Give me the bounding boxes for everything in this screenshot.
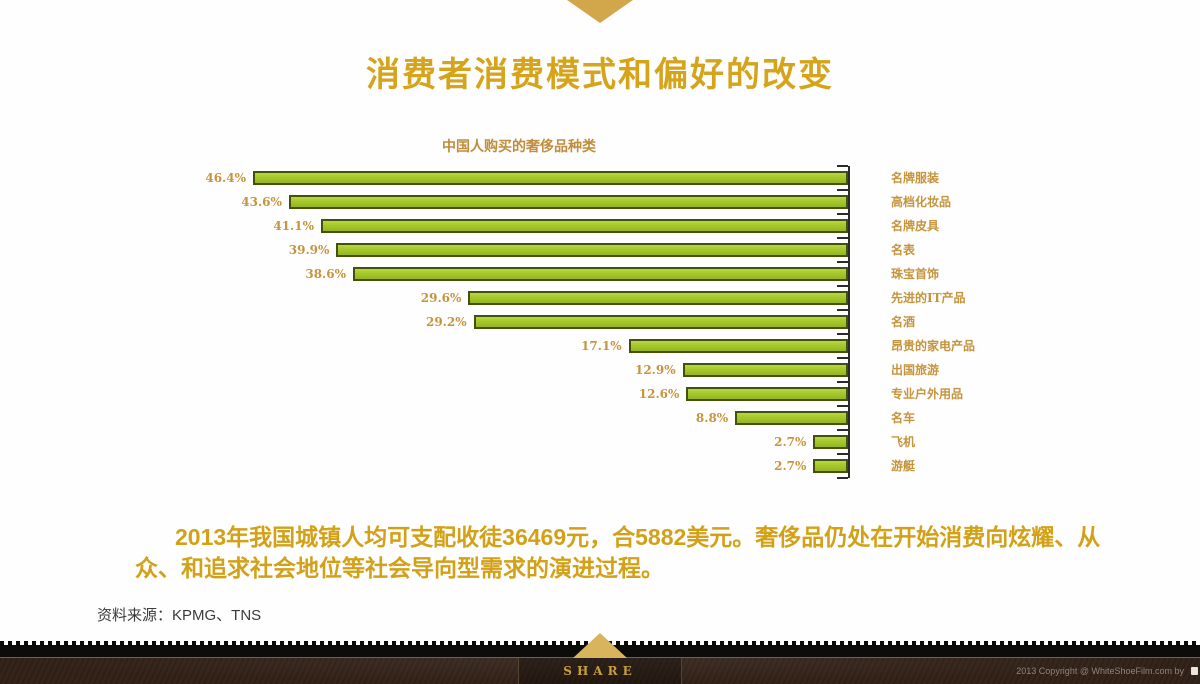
category-label: 飞机 — [891, 435, 916, 449]
bar — [288, 195, 848, 209]
bar — [321, 219, 848, 233]
page-title: 消费者消费模式和偏好的改变 — [366, 56, 834, 94]
bar — [735, 411, 848, 425]
chart-categories: 名牌服装高档化妆品名牌皮具名表珠宝首饰先进的IT产品 名酒昂贵的家电产品 出国旅游专… — [850, 166, 975, 478]
chart-row: 2.7% — [188, 453, 848, 478]
bar — [813, 459, 848, 473]
category-label: 名牌皮具 — [891, 219, 940, 233]
bar-value-label: 39.9% — [288, 243, 330, 257]
data-source-note: 资料来源：KPMG、TNS — [97, 607, 262, 624]
chart-title: 中国人购买的奢侈品种类 — [442, 139, 596, 155]
chart-row: 17.1% — [188, 333, 848, 358]
luxury-goods-chart: 中国人购买的奢侈品种类 46.4% 43.6% 41.1% 39.9% 38.6% 29.… — [0, 136, 1200, 479]
bar — [353, 267, 848, 281]
chart-row: 46.4% — [188, 165, 848, 190]
category-label: 名牌服装 — [891, 171, 940, 185]
category-label: 游艇 — [891, 459, 916, 473]
top-diamond-icon — [567, 0, 633, 23]
bar-value-label: 8.8% — [695, 411, 729, 425]
chart-row: 43.6% — [188, 189, 848, 214]
category-label: 昂贵的家电产品 — [891, 339, 976, 353]
bar-value-label: 29.2% — [425, 315, 467, 329]
category-label: 高档化妆品 — [891, 195, 952, 209]
bar-value-label: 2.7% — [774, 435, 807, 449]
bar — [682, 363, 848, 377]
bar-value-label: 29.6% — [420, 291, 462, 305]
chart-row: 39.9% — [188, 237, 848, 262]
share-arrow-icon[interactable] — [573, 633, 627, 658]
bar — [686, 387, 848, 401]
chart-row: 12.6% — [188, 381, 848, 406]
bar-value-label: 17.1% — [581, 339, 622, 353]
copyright-text: 2013 Copyright @ WhiteShoeFilm.com by — [1016, 666, 1184, 676]
bar — [253, 171, 848, 185]
chart-row: 8.8% — [188, 405, 848, 430]
category-label: 名酒 — [891, 315, 916, 329]
bar-value-label: 43.6% — [241, 195, 282, 209]
bar-value-label: 38.6% — [305, 267, 346, 281]
chart-row: 29.2% — [188, 309, 848, 334]
category-label: 珠宝首饰 — [891, 267, 940, 281]
chart-row: 2.7% — [188, 429, 848, 454]
category-label: 专业户外用品 — [891, 387, 964, 401]
bar-value-label: 12.9% — [634, 363, 676, 377]
category-label: 出国旅游 — [891, 363, 940, 377]
chart-row: 38.6% — [188, 261, 848, 286]
chart-rows: 46.4% 43.6% 41.1% 39.9% 38.6% 29.6% 29.2% 17.1%… — [188, 165, 850, 479]
share-button[interactable]: SHARE — [518, 658, 682, 684]
chart-row: 29.6% — [188, 285, 848, 310]
bar-value-label: 41.1% — [273, 219, 314, 233]
category-label: 先进的IT产品 — [891, 291, 966, 305]
bar — [813, 435, 848, 449]
partial-logo-icon — [1191, 667, 1198, 675]
bar — [628, 339, 848, 353]
chart-plot-area: 46.4% 43.6% 41.1% 39.9% 38.6% 29.6% 29.2% 17.1%… — [188, 165, 1200, 479]
category-label: 名表 — [891, 243, 916, 257]
category-label: 名车 — [891, 411, 916, 425]
bar — [468, 291, 848, 305]
share-button-label: SHARE — [563, 664, 637, 678]
bar-value-label: 46.4% — [205, 171, 246, 185]
chart-row: 12.9% — [188, 357, 848, 382]
bar — [473, 315, 848, 329]
bar-value-label: 2.7% — [774, 459, 807, 473]
chart-row: 41.1% — [188, 213, 848, 238]
summary-paragraph: 2013年我国城镇人均可支配收徒36469元，合5882美元。奢侈品仍处在开始消… — [135, 524, 1101, 581]
footer-brown-bar: SHARE 2013 Copyright @ WhiteShoeFilm.com… — [0, 657, 1200, 684]
bar — [336, 243, 848, 257]
footer-bar: SHARE 2013 Copyright @ WhiteShoeFilm.com… — [0, 633, 1200, 684]
bar-value-label: 12.6% — [638, 387, 680, 401]
